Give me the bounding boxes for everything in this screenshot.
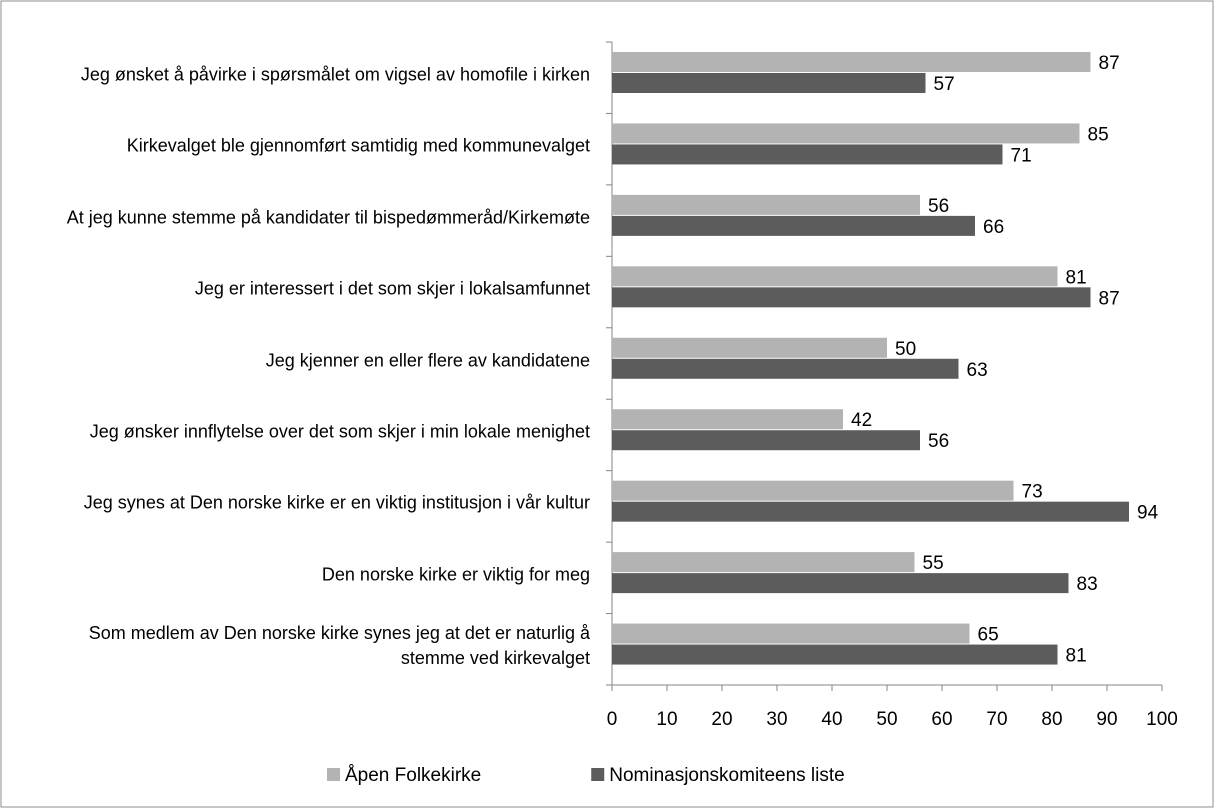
data-label: 81 [1066,646,1087,667]
bar [612,623,970,644]
data-label: 81 [1066,267,1087,288]
x-tick-label: 80 [1041,709,1062,730]
bar [612,337,887,358]
data-label: 83 [1077,574,1098,595]
legend-label: Nominasjonskomiteens liste [609,765,845,786]
x-tick-label: 20 [711,709,732,730]
x-tick-label: 10 [656,709,677,730]
x-tick-label: 100 [1146,709,1178,730]
bar [612,52,1091,72]
data-label: 65 [978,625,999,646]
category-label: Jeg synes at Den norske kirke er en vikt… [83,492,590,513]
x-tick-label: 0 [607,709,618,730]
data-label: 57 [934,74,955,95]
data-label: 63 [967,360,988,381]
data-label: 85 [1088,124,1109,145]
data-label: 56 [928,431,949,452]
bar [612,358,959,379]
legend-label: Åpen Folkekirke [345,765,481,786]
x-tick-label: 70 [986,709,1007,730]
bar [612,480,1014,501]
data-label: 42 [851,410,872,431]
category-label: Som medlem av Den norske kirke synes jeg… [88,623,590,669]
bar [612,144,1003,165]
bar [612,287,1091,308]
data-label: 56 [928,196,949,217]
x-tick-label: 40 [821,709,842,730]
category-label: At jeg kunne stemme på kandidater til bi… [66,207,590,228]
category-label: Jeg ønsket å påvirke i spørsmålet om vig… [80,64,590,85]
category-label: Jeg kjenner en eller flere av kandidaten… [265,350,590,370]
bar [612,644,1058,665]
bar [612,266,1058,287]
x-tick-label: 50 [876,709,897,730]
bar [612,552,915,573]
data-label: 87 [1099,53,1120,74]
data-label: 73 [1022,482,1043,503]
bar [612,430,920,451]
category-label: Kirkevalget ble gjennomført samtidig med… [126,135,590,156]
data-label: 87 [1099,288,1120,309]
bar [612,409,843,430]
bar [612,123,1080,144]
data-label: 94 [1137,503,1159,524]
x-tick-label: 60 [931,709,952,730]
data-label: 50 [895,339,916,360]
bar [612,194,920,215]
x-tick-label: 30 [766,709,787,730]
data-label: 71 [1011,145,1032,166]
category-label: Den norske kirke er viktig for meg [321,564,590,585]
data-label: 66 [983,217,1004,238]
x-tick-label: 90 [1096,709,1117,730]
bar [612,215,975,236]
data-label: 55 [923,553,944,574]
legend-swatch [591,768,605,781]
category-label: Jeg er interessert i det som skjer i lok… [194,278,590,299]
bar [612,501,1129,522]
bar [612,73,926,93]
bar [612,573,1069,594]
category-label: Jeg ønsker innflytelse over det som skje… [89,421,590,442]
legend-swatch [327,768,340,781]
